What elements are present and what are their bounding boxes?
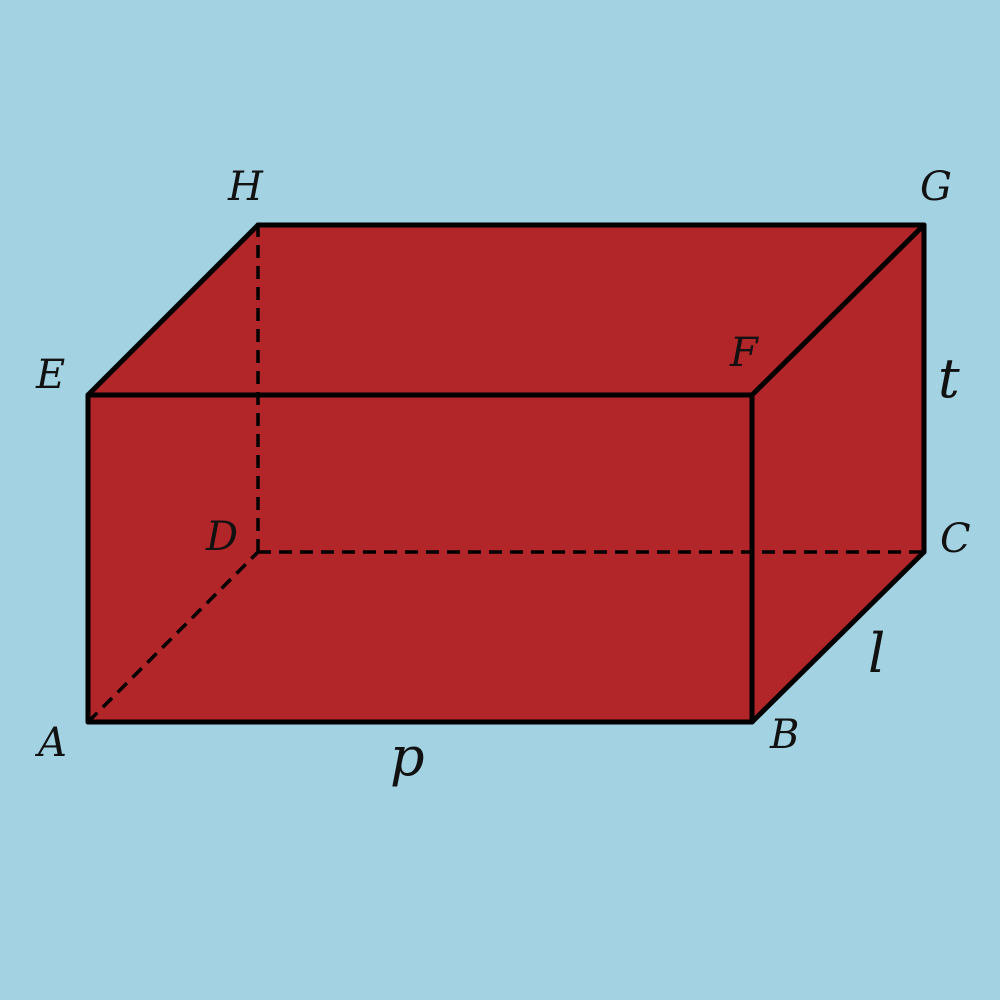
- front-face: [88, 395, 752, 722]
- vertex-label-a: A: [34, 720, 67, 766]
- dimension-label-length: p: [390, 725, 425, 788]
- dimension-label-width: l: [868, 622, 885, 685]
- vertex-label-g: G: [920, 164, 952, 210]
- vertex-label-f: F: [729, 330, 759, 376]
- dimension-label-height: t: [938, 347, 960, 410]
- vertex-label-c: C: [940, 516, 971, 562]
- edge-bc: [749, 549, 927, 725]
- top-face: [88, 225, 924, 395]
- vertex-label-d: D: [205, 514, 238, 560]
- edge-fg: [749, 222, 927, 398]
- edge-eh: [85, 222, 261, 398]
- right-face: [752, 225, 924, 722]
- vertex-label-h: H: [227, 164, 264, 210]
- hidden-edge-ad: [86, 550, 260, 724]
- vertex-label-e: E: [35, 352, 65, 398]
- vertex-label-b: B: [769, 712, 799, 758]
